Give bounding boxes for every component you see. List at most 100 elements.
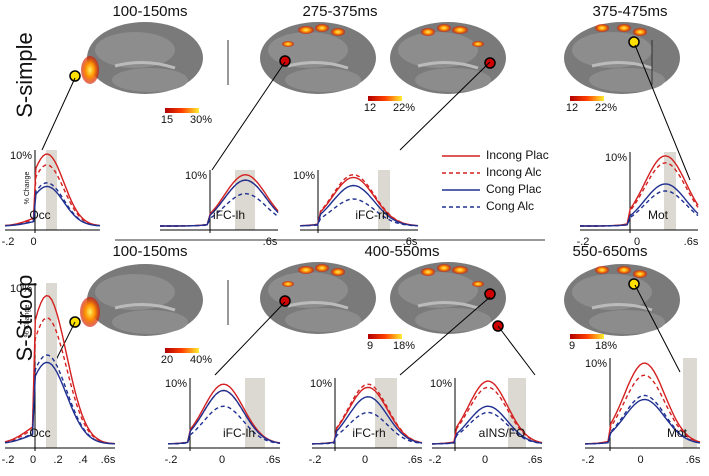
region-label: iFC-lh [213,208,245,222]
x-tick-label: 0 [219,454,225,466]
x-tick-label: .6s [684,236,699,248]
roi-marker [69,70,81,82]
scale-label: 10% [185,170,207,182]
activation [421,28,435,36]
scale-label: 10% [10,150,32,162]
activation [331,268,345,276]
waveform [160,179,279,227]
time-label: 100-150ms [112,3,187,20]
activation [331,28,345,36]
highlight [235,170,255,230]
connector [634,44,691,181]
waveform [4,294,116,445]
activation [298,26,314,34]
activation [452,266,468,274]
brain-fold [95,274,175,310]
x-tick-label: 0 [637,454,643,466]
connector [399,61,491,151]
brain-fold [95,32,175,68]
sulcus [417,301,479,310]
x-tick-label: -.2 [582,454,595,466]
activation [282,281,294,287]
y-axis-label: % Change [24,305,31,338]
activation [437,264,451,272]
x-tick-label: .6s [101,454,116,466]
sulcus [114,303,176,312]
roi-marker [484,288,496,300]
x-tick-label: 0 [362,454,368,466]
x-tick-label: .6s [266,454,281,466]
activation [633,270,647,278]
roi-marker [628,278,640,290]
x-tick-label: 0 [482,454,488,466]
colorbar-min: 9 [569,340,575,352]
waveform [580,183,699,227]
x-tick-label: .6s [528,454,543,466]
waveform [4,182,101,227]
x-tick-label: .6s [403,236,418,248]
waveform [300,198,419,227]
colorbar-min: 12 [566,102,578,114]
x-tick-label: .4 [78,454,87,466]
waveform [168,389,281,445]
scale-label: 10% [430,378,452,390]
scale-label: 10% [310,378,332,390]
colorbar [570,334,604,339]
activation [437,24,451,32]
region-label: Mot [648,208,669,222]
waveform [4,164,101,227]
roi-marker [484,57,496,69]
time-label: 375-475ms [592,3,667,20]
legend-label: Incong Plac [486,148,549,162]
connector [41,77,76,151]
activation [472,281,484,287]
x-tick-label: 0 [30,236,36,248]
time-label: 550-650ms [572,243,647,260]
time-label: 400-550ms [364,243,439,260]
x-tick-label: -.2 [2,454,15,466]
brain-temporal [285,68,361,92]
colorbar-max: 18% [595,340,617,352]
time-label: 100-150ms [112,243,187,260]
x-tick-label: -.2 [309,454,322,466]
waveform [432,405,543,445]
activation [617,24,631,32]
colorbar [165,348,199,353]
waveform [432,411,543,445]
waveform [431,386,543,445]
colorbar-max: 40% [190,354,212,366]
scale-label: 10% [10,283,32,295]
connector [214,301,286,376]
connector [634,284,681,373]
waveform [585,398,701,445]
scale-label: 10% [293,170,315,182]
waveform [299,173,419,227]
roi-marker [628,36,640,48]
waveform [311,396,423,445]
legend-label: Cong Alc [486,199,534,213]
colorbar-min: 20 [161,354,173,366]
activation [80,297,100,327]
region-label: Occ [29,208,50,222]
connector [497,325,536,376]
activation [81,56,99,84]
connector [211,61,286,171]
waveform [584,362,701,445]
brain-temporal [415,308,491,332]
waveform [584,374,701,445]
waveform [4,354,116,445]
roi-marker [279,55,291,67]
sulcus [417,61,479,70]
colorbar [368,334,402,339]
waveform [580,190,699,227]
roi-marker [279,295,291,307]
brain-fold [398,32,478,68]
colorbar [165,108,199,113]
highlight [245,378,265,448]
activation [315,264,329,272]
scale-label: 10% [605,152,627,164]
activation [633,28,647,36]
colorbar-max: 22% [393,102,415,114]
waveform [167,405,281,445]
activation [472,41,484,47]
